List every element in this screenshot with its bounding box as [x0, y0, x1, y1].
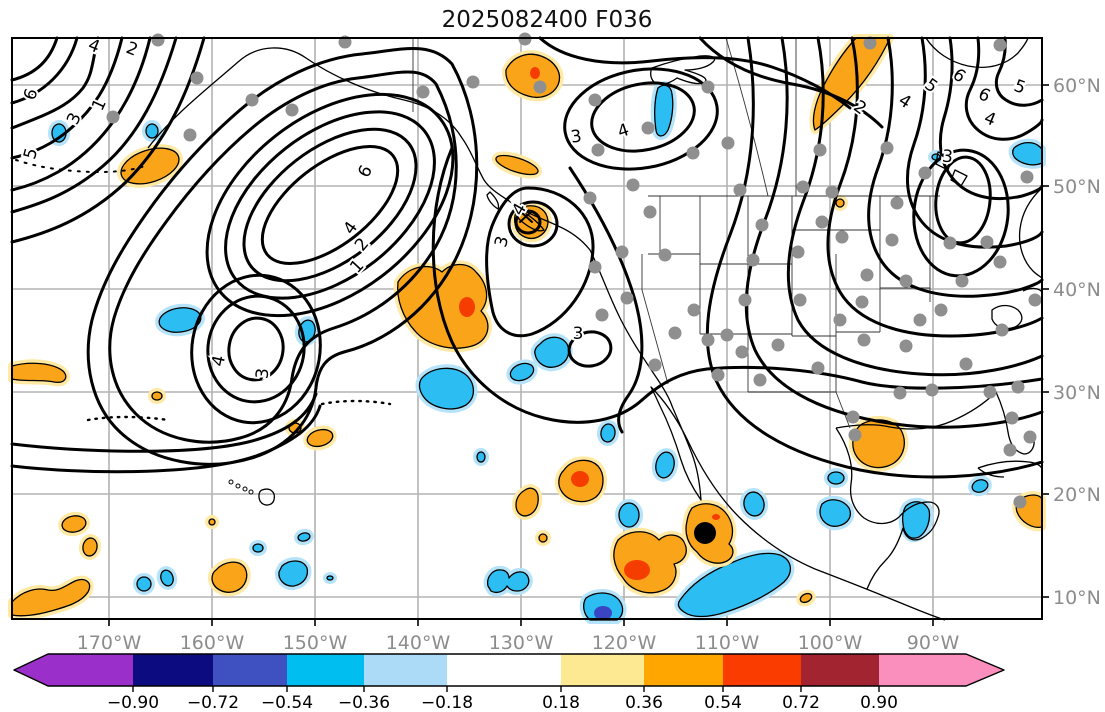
- svg-text:170°W: 170°W: [77, 632, 142, 654]
- contour-lines: [10, 36, 1044, 479]
- svg-text:140°W: 140°W: [386, 632, 451, 654]
- svg-text:120°W: 120°W: [592, 632, 657, 654]
- svg-text:2: 2: [351, 234, 373, 255]
- svg-text:40°N: 40°N: [1053, 279, 1101, 301]
- axis-ticks-labels: 170°W 160°W 150°W 140°W 130°W 120°W 110°W 100°W…: [77, 75, 1101, 654]
- svg-text:3: 3: [573, 324, 584, 344]
- svg-text:150°W: 150°W: [283, 632, 348, 654]
- map-frame: [11, 37, 1043, 620]
- svg-text:−0.54: −0.54: [261, 693, 313, 712]
- svg-text:50°N: 50°N: [1053, 176, 1101, 198]
- svg-text:3: 3: [941, 147, 954, 168]
- svg-text:0.18: 0.18: [542, 693, 580, 712]
- svg-text:130°W: 130°W: [489, 632, 554, 654]
- svg-text:60°N: 60°N: [1053, 75, 1101, 97]
- svg-text:30°N: 30°N: [1053, 382, 1101, 404]
- svg-text:10°N: 10°N: [1053, 587, 1101, 609]
- anomaly-shading: [8, 34, 1046, 624]
- svg-text:20°N: 20°N: [1053, 484, 1101, 506]
- svg-text:−0.36: −0.36: [338, 693, 390, 712]
- svg-text:1: 1: [346, 256, 368, 278]
- highlight-dot: [694, 522, 716, 544]
- svg-text:−0.90: −0.90: [107, 693, 159, 712]
- svg-text:3: 3: [491, 234, 513, 250]
- svg-text:−0.18: −0.18: [421, 693, 473, 712]
- colorbar: −0.90 −0.72 −0.54 −0.36 −0.18 0.18 0.36 0.54 0.7…: [13, 653, 1005, 712]
- svg-text:2: 2: [123, 38, 141, 61]
- chart-title: 2025082400 F036: [442, 7, 653, 33]
- svg-text:0.72: 0.72: [782, 693, 820, 712]
- svg-text:1: 1: [88, 96, 111, 114]
- svg-text:6: 6: [354, 162, 377, 181]
- svg-text:5: 5: [1011, 76, 1028, 98]
- svg-text:3: 3: [570, 126, 584, 147]
- svg-text:4: 4: [615, 120, 631, 142]
- svg-text:0.90: 0.90: [860, 693, 898, 712]
- svg-text:4: 4: [895, 90, 915, 113]
- svg-text:110°W: 110°W: [695, 632, 760, 654]
- svg-text:100°W: 100°W: [798, 632, 863, 654]
- station-dots: [106, 32, 1042, 509]
- svg-text:160°W: 160°W: [180, 632, 245, 654]
- svg-text:0.54: 0.54: [704, 693, 742, 712]
- svg-text:90°W: 90°W: [907, 632, 960, 654]
- svg-text:4: 4: [981, 108, 999, 131]
- svg-text:6: 6: [975, 84, 993, 107]
- svg-text:3: 3: [253, 367, 274, 380]
- svg-text:−0.72: −0.72: [187, 693, 239, 712]
- svg-text:0.36: 0.36: [625, 693, 663, 712]
